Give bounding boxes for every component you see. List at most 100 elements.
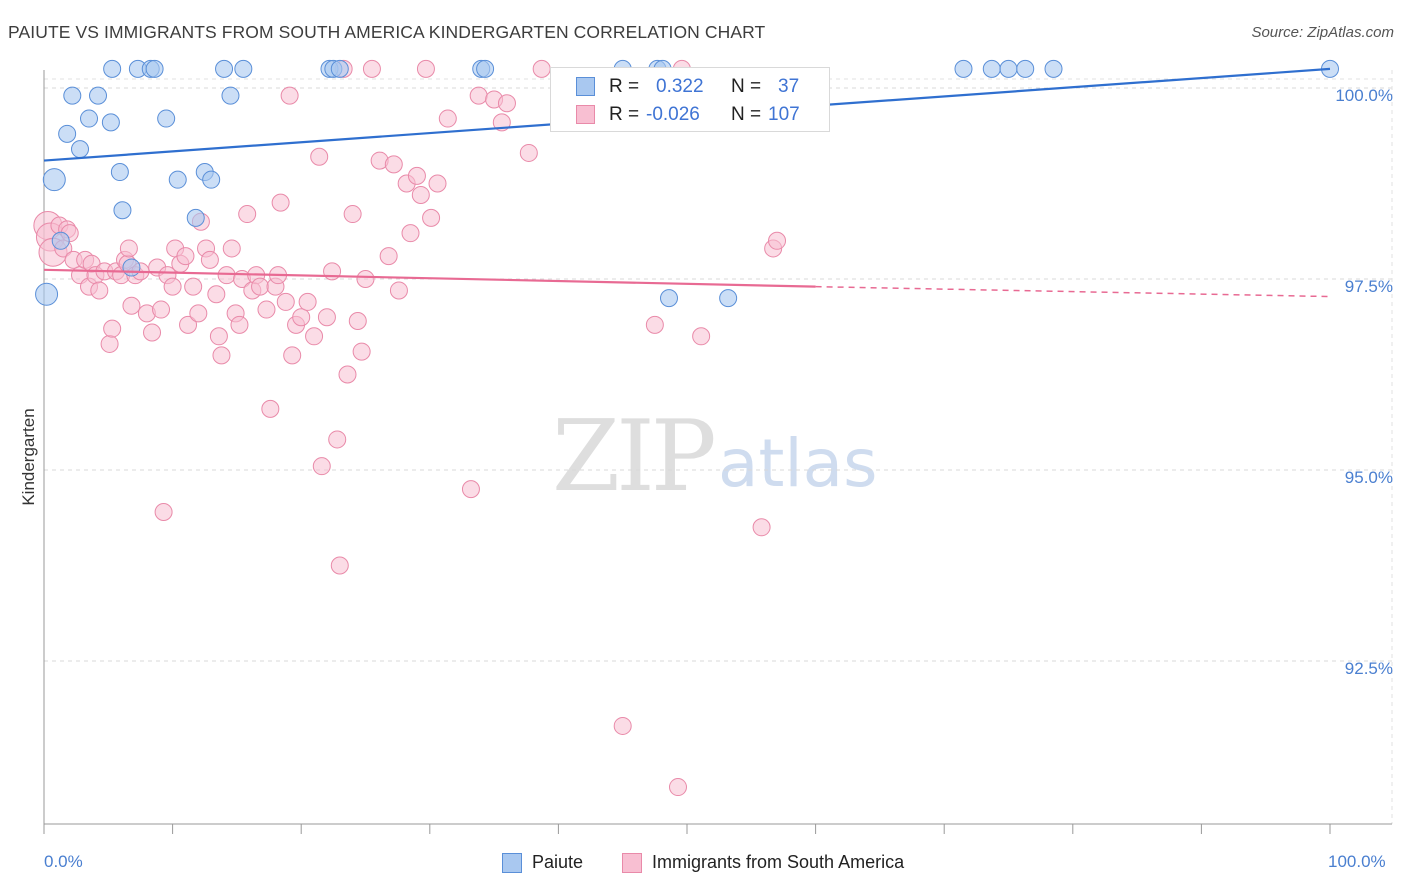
point-south-america	[338, 365, 357, 384]
point-south-america	[163, 277, 182, 296]
point-paiute	[157, 109, 176, 128]
r-value-paiute: 0.322	[656, 76, 704, 97]
trend-line-south-america	[43, 268, 816, 288]
point-south-america	[238, 205, 257, 224]
trend-line-south-america-extension	[815, 285, 1331, 298]
point-paiute	[659, 289, 678, 308]
y-axis-label: Kindergarten	[19, 408, 38, 506]
point-south-america	[532, 59, 551, 78]
point-paiute	[476, 59, 495, 78]
point-paiute	[999, 59, 1018, 78]
watermark-zip: ZIP	[552, 400, 717, 514]
r-label: R =	[609, 76, 640, 97]
point-south-america	[384, 155, 403, 174]
point-paiute	[168, 170, 187, 189]
point-south-america	[280, 86, 299, 105]
point-south-america	[152, 300, 171, 319]
point-south-america	[461, 480, 480, 499]
x-tick-label-min: 0.0%	[44, 852, 83, 871]
point-south-america	[176, 247, 195, 266]
legend-swatch-paiute	[502, 853, 522, 873]
legend-swatch-south-america	[622, 853, 642, 873]
point-paiute	[234, 59, 253, 78]
grid-lines	[44, 70, 1393, 824]
point-south-america	[668, 778, 687, 797]
point-paiute	[80, 109, 99, 128]
point-south-america	[411, 185, 430, 204]
watermark-atlas: atlas	[718, 425, 878, 502]
point-paiute	[71, 140, 90, 159]
legend-label-south-america: Immigrants from South America	[652, 852, 905, 872]
point-south-america	[119, 239, 138, 258]
point-south-america	[184, 277, 203, 296]
point-paiute	[103, 59, 122, 78]
point-south-america	[645, 315, 664, 334]
point-south-america	[752, 518, 771, 537]
point-south-america	[497, 94, 516, 113]
point-paiute	[101, 113, 120, 132]
point-south-america	[209, 327, 228, 346]
point-south-america	[292, 308, 311, 327]
point-south-america	[389, 281, 408, 300]
point-south-america	[692, 327, 711, 346]
point-paiute	[221, 86, 240, 105]
point-paiute	[215, 59, 234, 78]
point-paiute	[110, 163, 129, 182]
point-south-america	[200, 250, 219, 269]
y-tick-label: 95.0%	[1344, 468, 1393, 487]
point-paiute	[145, 59, 164, 78]
point-south-america	[143, 323, 162, 342]
point-paiute	[202, 170, 221, 189]
point-paiute	[35, 282, 59, 306]
point-south-america	[328, 430, 347, 449]
point-south-america	[276, 292, 295, 311]
point-south-america	[348, 312, 367, 331]
point-south-america	[100, 334, 119, 353]
point-south-america	[271, 193, 290, 212]
point-paiute	[982, 59, 1001, 78]
point-south-america	[469, 86, 488, 105]
stat-row-paiute: R = 0.322 N = 37	[551, 73, 829, 101]
axes	[43, 70, 1392, 834]
point-south-america	[438, 109, 457, 128]
point-paiute	[330, 59, 349, 78]
point-south-america	[356, 270, 375, 288]
point-south-america	[154, 503, 173, 522]
point-south-america	[613, 716, 632, 735]
point-paiute	[42, 168, 66, 192]
point-south-america	[179, 315, 198, 334]
point-south-america	[251, 277, 270, 296]
point-south-america	[416, 59, 435, 78]
r-value-south-america: -0.026	[646, 104, 700, 125]
r-label: R =	[609, 104, 640, 125]
point-south-america	[343, 205, 362, 224]
point-paiute	[63, 86, 82, 105]
point-paiute	[51, 231, 70, 250]
point-south-america	[212, 346, 231, 365]
point-south-america	[189, 304, 208, 323]
point-paiute	[186, 208, 205, 227]
point-south-america	[312, 457, 331, 476]
y-tick-label: 97.5%	[1344, 277, 1393, 296]
point-south-america	[519, 143, 538, 162]
correlation-stats-box: R = 0.322 N = 37 R = -0.026 N = 107	[550, 67, 830, 132]
point-paiute	[58, 124, 77, 143]
stat-row-south-america: R = -0.026 N = 107	[551, 101, 829, 129]
point-south-america	[310, 147, 329, 166]
point-south-america	[261, 399, 280, 418]
point-south-america	[401, 224, 420, 243]
point-south-america	[317, 308, 336, 327]
point-paiute	[719, 289, 738, 308]
point-south-america	[330, 556, 349, 575]
point-paiute	[89, 86, 108, 105]
point-paiute	[113, 201, 132, 220]
point-south-america	[768, 231, 787, 250]
point-south-america	[352, 342, 371, 361]
chart-title: PAIUTE VS IMMIGRANTS FROM SOUTH AMERICA …	[8, 22, 766, 42]
point-south-america	[379, 247, 398, 266]
y-tick-label: 92.5%	[1344, 659, 1393, 678]
n-label: N =	[731, 76, 762, 97]
point-south-america	[428, 174, 447, 193]
n-value-paiute: 37	[778, 76, 800, 97]
